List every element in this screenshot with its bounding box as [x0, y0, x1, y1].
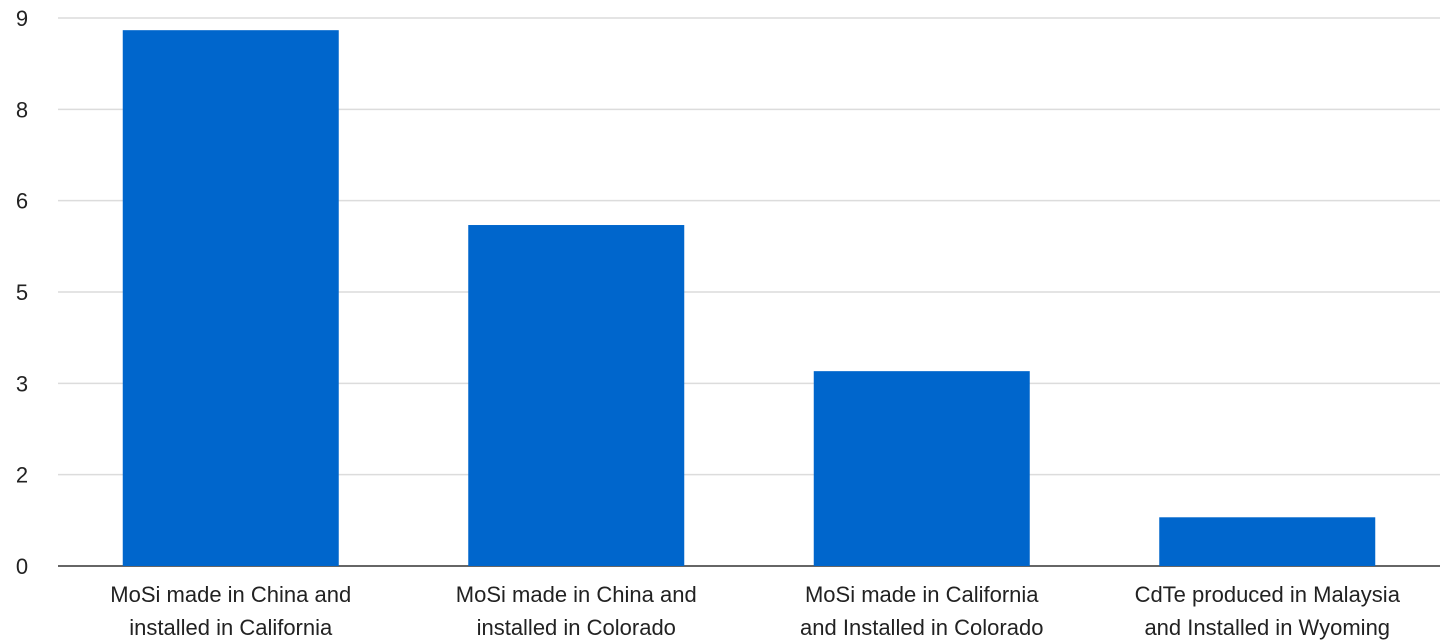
x-category-label-line: MoSi made in California — [805, 582, 1039, 607]
x-category-label: CdTe produced in Malaysia and Installed i… — [1135, 582, 1401, 640]
x-category-label-line: and Installed in Wyoming — [1144, 615, 1390, 640]
bar-2 — [468, 225, 685, 566]
y-tick-label: 6 — [16, 189, 28, 214]
y-tick-label: 9 — [16, 6, 28, 31]
bar-1 — [122, 30, 339, 566]
y-tick-label: 5 — [16, 280, 28, 305]
y-tick-label: 0 — [16, 554, 28, 579]
bars — [122, 30, 1376, 566]
x-axis-categories: MoSi made in China and installed in Calif… — [110, 582, 1400, 640]
bar-3 — [813, 371, 1030, 566]
x-category-label: MoSi made in China and installed in Color… — [456, 582, 697, 640]
x-category-label-line: installed in California — [129, 615, 333, 640]
x-category-label: MoSi made in China and installed in Calif… — [110, 582, 351, 640]
x-category-label-line: MoSi made in China and — [456, 582, 697, 607]
x-category-label: MoSi made in California and Installed in … — [800, 582, 1043, 640]
y-tick-label: 8 — [16, 97, 28, 122]
bar-4 — [1159, 517, 1376, 566]
x-category-label-line: MoSi made in China and — [110, 582, 351, 607]
x-category-label-line: and Installed in Colorado — [800, 615, 1043, 640]
y-tick-label: 2 — [16, 463, 28, 488]
y-tick-label: 3 — [16, 371, 28, 396]
x-category-label-line: installed in Colorado — [477, 615, 676, 640]
y-axis-ticks: 0 2 3 5 6 8 9 — [16, 6, 28, 579]
x-category-label-line: CdTe produced in Malaysia — [1135, 582, 1401, 607]
